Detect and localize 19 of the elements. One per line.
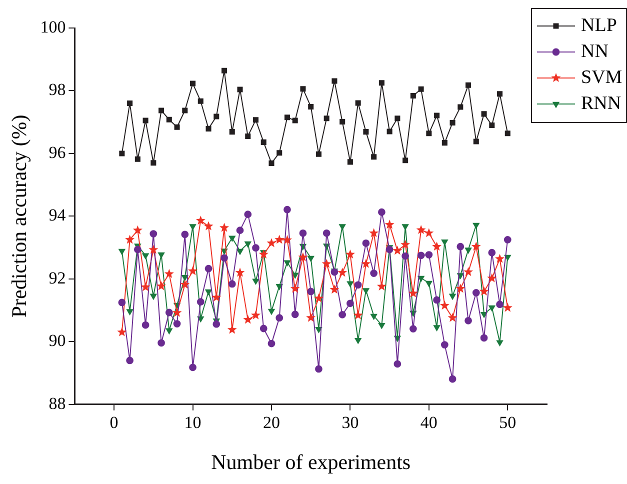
x-axis-title: Number of experiments bbox=[211, 450, 411, 474]
legend-label: NLP bbox=[581, 14, 617, 36]
x-tick-label: 20 bbox=[262, 413, 280, 432]
y-tick-label: 92 bbox=[48, 268, 66, 288]
y-tick-label: 88 bbox=[48, 394, 66, 413]
y-tick-label: 90 bbox=[48, 331, 66, 350]
x-tick-label: 10 bbox=[184, 413, 202, 432]
y-tick-label: 98 bbox=[48, 80, 66, 100]
y-tick-label: 96 bbox=[48, 142, 66, 162]
legend-label: RNN bbox=[581, 92, 622, 114]
x-tick-label: 50 bbox=[499, 413, 516, 432]
x-tick-label: 40 bbox=[420, 413, 438, 432]
legend-label: NN bbox=[581, 40, 609, 62]
y-tick-label: 94 bbox=[48, 206, 66, 225]
x-tick-label: 0 bbox=[110, 413, 118, 432]
y-tick-label: 100 bbox=[40, 17, 66, 36]
y-axis-title: Prediction accuracy (%) bbox=[7, 114, 32, 318]
x-tick-label: 30 bbox=[342, 413, 359, 432]
legend-label: SVM bbox=[581, 66, 622, 88]
